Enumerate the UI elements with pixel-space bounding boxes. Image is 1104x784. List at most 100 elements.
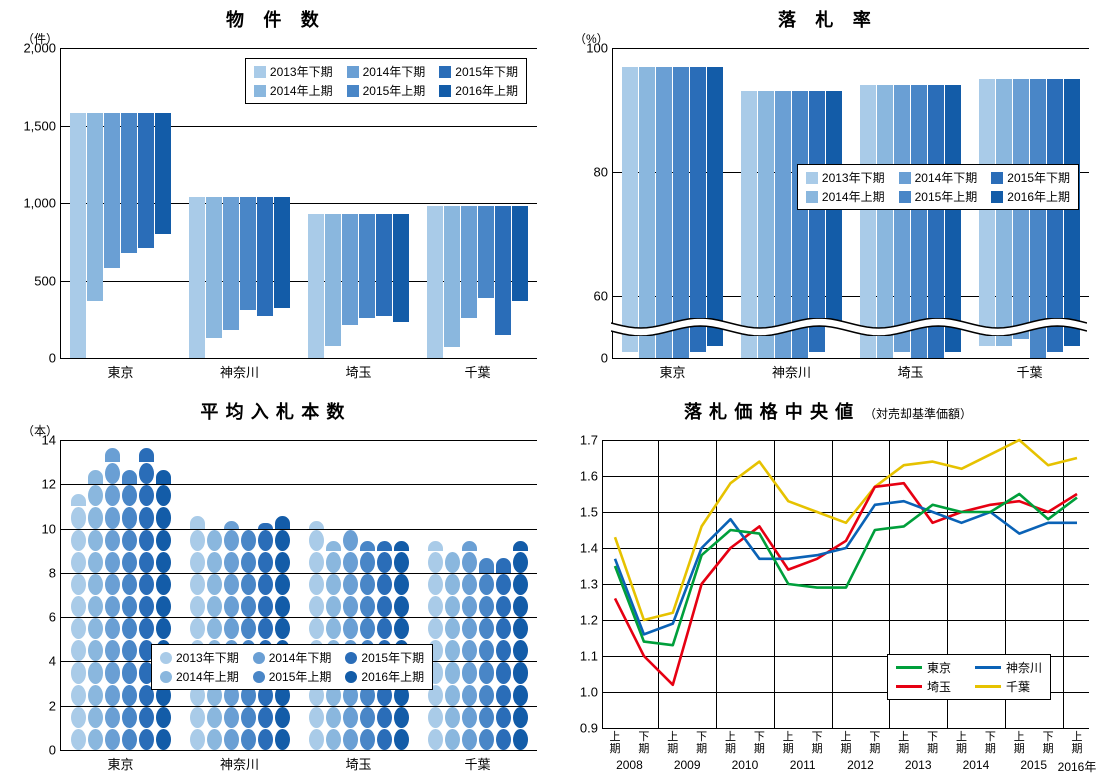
legend-swatch [806, 172, 818, 184]
dot [122, 552, 137, 573]
dot-partial [122, 470, 137, 485]
dot [496, 685, 511, 706]
dot [275, 618, 290, 639]
dot [139, 729, 154, 750]
bar [138, 113, 154, 248]
dot-column [479, 557, 494, 750]
dot-partial [462, 541, 477, 551]
dot [428, 618, 443, 639]
legend-swatch [160, 652, 172, 664]
dot [71, 507, 86, 528]
bar [894, 85, 910, 352]
dot [513, 552, 528, 573]
bar [223, 197, 239, 330]
y-tick: 1,000 [23, 196, 61, 211]
dot [122, 685, 137, 706]
legend-label: 2014年上期 [822, 188, 885, 205]
legend-label: 2014年下期 [269, 649, 332, 666]
dot [105, 685, 120, 706]
x-category-label: 神奈川 [732, 358, 851, 381]
dot [360, 729, 375, 750]
dot [462, 574, 477, 595]
panel-median-price: 落札価格中央値（対売却基準価額）0.91.01.11.21.31.41.51.6… [552, 392, 1104, 784]
gridline [61, 48, 537, 49]
bar [996, 79, 1012, 346]
dot [105, 530, 120, 551]
dot-partial [309, 521, 324, 529]
dot [445, 685, 460, 706]
dot [326, 707, 341, 728]
dot-partial [156, 470, 171, 485]
dot [224, 729, 239, 750]
y-tick: 8 [49, 565, 61, 580]
bar-group [427, 206, 528, 358]
dot [139, 530, 154, 551]
dot-column [496, 557, 511, 750]
dot-column [190, 515, 205, 750]
x-year-label: 2008 [603, 728, 655, 772]
legend-item: 2016年上期 [345, 668, 424, 685]
dot [360, 618, 375, 639]
y-tick: 0.9 [580, 721, 603, 736]
dot [343, 707, 358, 728]
x-category-label: 埼玉 [299, 750, 418, 773]
bar [1047, 79, 1063, 352]
dot-column [462, 540, 477, 750]
dot [139, 507, 154, 528]
y-tick: 10 [42, 521, 61, 536]
dot [224, 552, 239, 573]
dot [190, 552, 205, 573]
dot-partial [71, 494, 86, 506]
x-category-label: 東京 [61, 358, 180, 381]
dot [71, 530, 86, 551]
bar [1064, 79, 1080, 346]
dot [88, 618, 103, 639]
dot [156, 485, 171, 506]
bar [478, 206, 494, 297]
y-tick: 60 [594, 289, 613, 304]
dot [207, 552, 222, 573]
chart-title: 物 件 数 [0, 6, 552, 32]
bar [70, 113, 86, 358]
gridline [61, 440, 537, 441]
legend-label: 埼玉 [927, 678, 951, 695]
bar-group [979, 79, 1080, 358]
x-category-label: 神奈川 [180, 358, 299, 381]
dot [428, 574, 443, 595]
dot [122, 729, 137, 750]
dot [241, 552, 256, 573]
bar [342, 214, 358, 326]
dot-partial [326, 541, 341, 551]
dot [445, 618, 460, 639]
panel-property-count: 物 件 数（件）05001,0001,5002,000東京神奈川埼玉千葉2013… [0, 0, 552, 392]
legend-item: 東京 [896, 659, 951, 676]
dot [156, 618, 171, 639]
legend-line-swatch [896, 685, 922, 688]
bar [444, 206, 460, 347]
dot [462, 707, 477, 728]
legend-label: 2015年上期 [915, 188, 978, 205]
dot [462, 618, 477, 639]
dot-partial [513, 541, 528, 551]
dot [360, 596, 375, 617]
dot [258, 618, 273, 639]
legend-label: 2015年上期 [363, 82, 426, 99]
dot-partial [275, 516, 290, 528]
dot-column [224, 520, 239, 750]
y-tick: 1.0 [580, 685, 603, 700]
dot [275, 729, 290, 750]
dot [496, 574, 511, 595]
dot-column [122, 469, 137, 750]
x-category-label: 千葉 [418, 358, 537, 381]
dot-partial [377, 541, 392, 551]
dot [479, 707, 494, 728]
dot [394, 596, 409, 617]
dot [479, 640, 494, 661]
dot [207, 530, 222, 551]
legend-label: 神奈川 [1006, 659, 1042, 676]
legend-item: 神奈川 [975, 659, 1042, 676]
y-tick: 4 [49, 654, 61, 669]
bar [189, 197, 205, 358]
dot-column [71, 493, 86, 750]
dot [190, 530, 205, 551]
